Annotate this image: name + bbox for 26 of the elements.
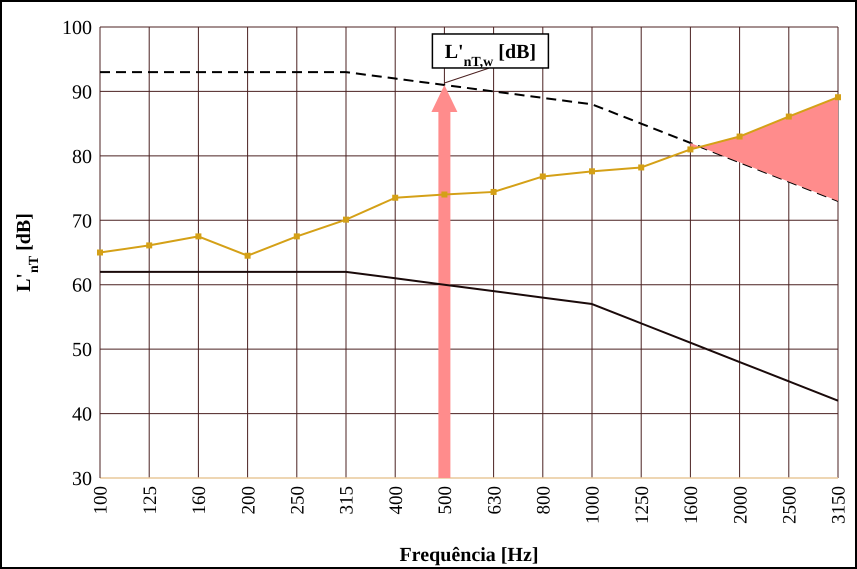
- y-tick-label: 30: [72, 468, 92, 490]
- x-tick-label: 800: [533, 486, 554, 514]
- y-tick-label: 70: [72, 210, 92, 232]
- x-axis-title: Frequência [Hz]: [399, 544, 539, 566]
- x-tick-label: 630: [484, 486, 506, 514]
- x-tick-label: 1600: [681, 486, 702, 524]
- y-tick-label: 50: [72, 339, 92, 362]
- annotation: L'$_{nT,w}$ [dB]: [444, 40, 536, 70]
- y-tick-label: 100: [62, 17, 92, 39]
- x-tick-label: 315: [336, 486, 358, 514]
- x-tick-label: 2000: [730, 486, 752, 524]
- y-tick-label: 80: [72, 146, 92, 168]
- x-tick-label: 100: [90, 486, 112, 514]
- y-tick-label: 60: [72, 274, 92, 297]
- x-tick-label: 3150: [828, 486, 850, 524]
- x-tick-label: 125: [140, 486, 161, 514]
- x-tick-label: 500: [435, 486, 456, 514]
- x-tick-label: 2500: [779, 486, 800, 524]
- x-tick-label: 400: [386, 486, 407, 514]
- x-tick-label: 200: [238, 486, 260, 514]
- x-tick-label: 1000: [582, 486, 604, 524]
- y-tick-label: 40: [72, 404, 92, 426]
- x-tick-label: 1250: [632, 486, 653, 524]
- x-tick-label: 160: [189, 486, 210, 514]
- x-tick-label: 250: [287, 486, 308, 514]
- y-tick-label: 90: [72, 81, 92, 104]
